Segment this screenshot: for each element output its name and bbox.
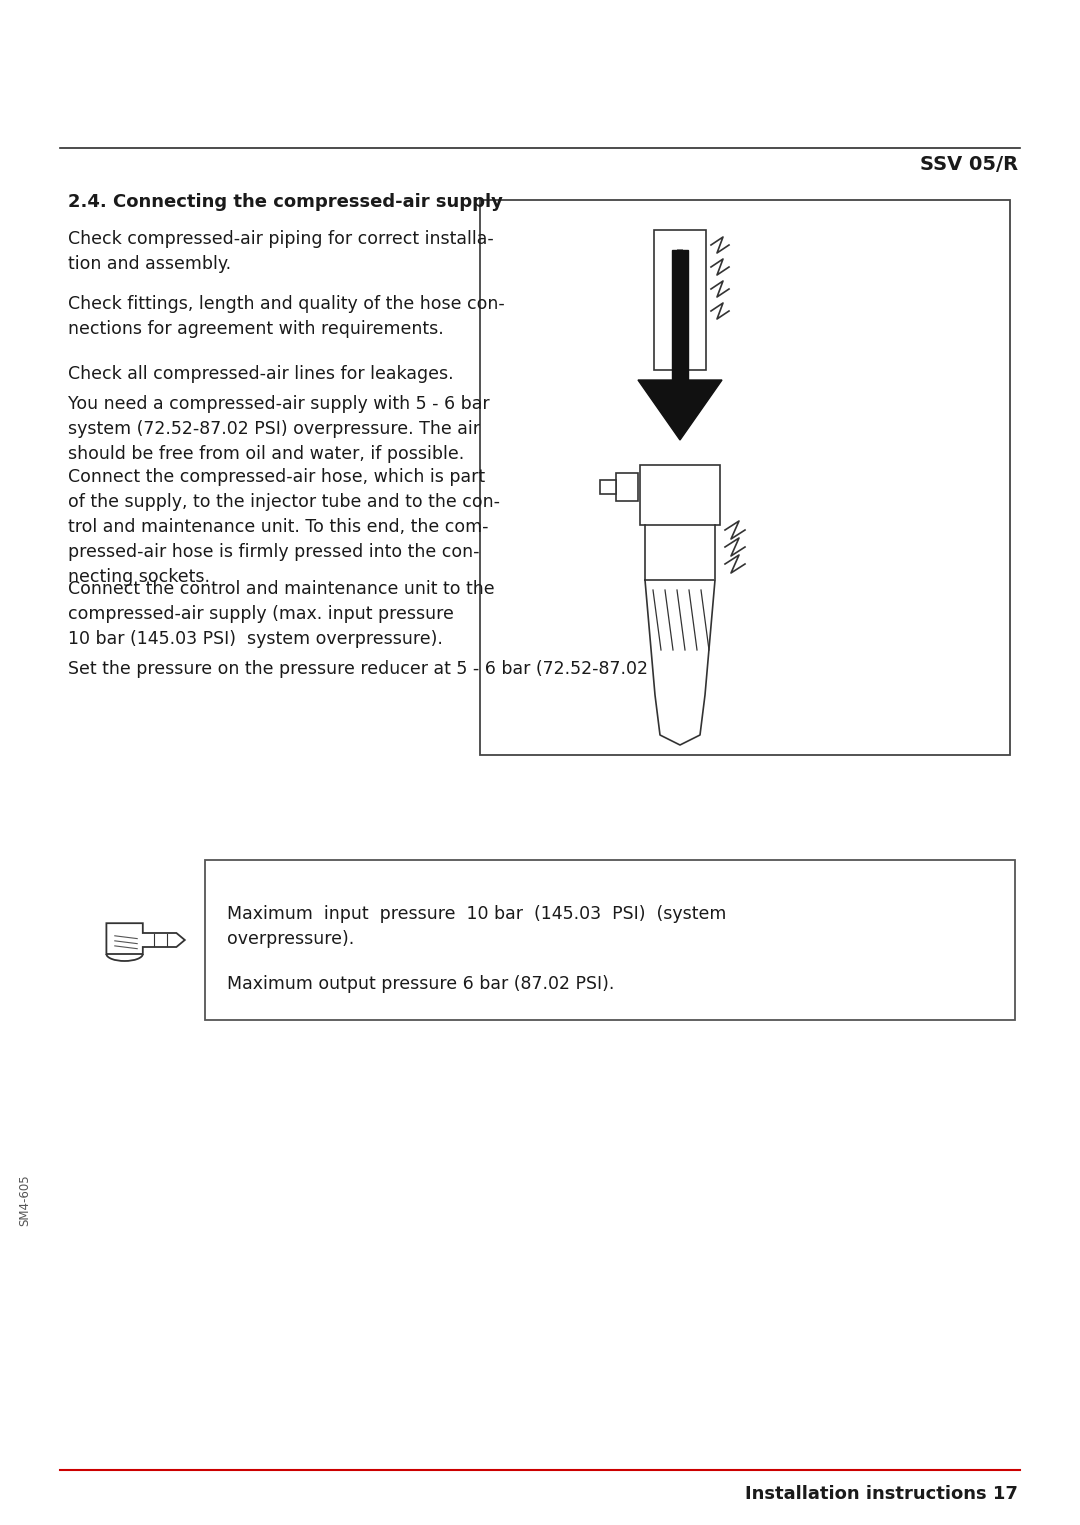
Text: You need a compressed-air supply with 5 - 6 bar
system (72.52-87.02 PSI) overpre: You need a compressed-air supply with 5 … [68,395,489,464]
Bar [205,860,1015,1020]
Text: Check compressed-air piping for correct installa-
tion and assembly.: Check compressed-air piping for correct … [68,230,494,273]
Polygon shape [107,923,185,955]
Text: Set the pressure on the pressure reducer at 5 - 6 bar (72.52-87.02 PSI).: Set the pressure on the pressure reducer… [68,660,692,679]
Text: Check fittings, length and quality of the hose con-
nections for agreement with : Check fittings, length and quality of th… [68,294,504,339]
Text: 2.4. Connecting the compressed-air supply: 2.4. Connecting the compressed-air suppl… [68,194,503,210]
Text: Installation instructions 17: Installation instructions 17 [745,1485,1018,1504]
Text: Maximum  input  pressure  10 bar  (145.03  PSI)  (system
overpressure).: Maximum input pressure 10 bar (145.03 PS… [227,904,727,949]
Bar [616,473,638,502]
Text: Maximum output pressure 6 bar (87.02 PSI).: Maximum output pressure 6 bar (87.02 PSI… [227,974,615,993]
Polygon shape [672,250,688,380]
Bar [654,230,706,371]
Bar [640,465,720,525]
Text: SSV 05/R: SSV 05/R [920,156,1018,174]
Text: Connect the compressed-air hose, which is part
of the supply, to the injector tu: Connect the compressed-air hose, which i… [68,468,500,586]
Bar [600,480,616,494]
Polygon shape [638,380,723,441]
Polygon shape [645,580,715,746]
Bar [480,200,1010,755]
Text: SM4-605: SM4-605 [18,1174,31,1226]
Text: Connect the control and maintenance unit to the
compressed-air supply (max. inpu: Connect the control and maintenance unit… [68,580,495,648]
Text: Check all compressed-air lines for leakages.: Check all compressed-air lines for leaka… [68,364,454,383]
